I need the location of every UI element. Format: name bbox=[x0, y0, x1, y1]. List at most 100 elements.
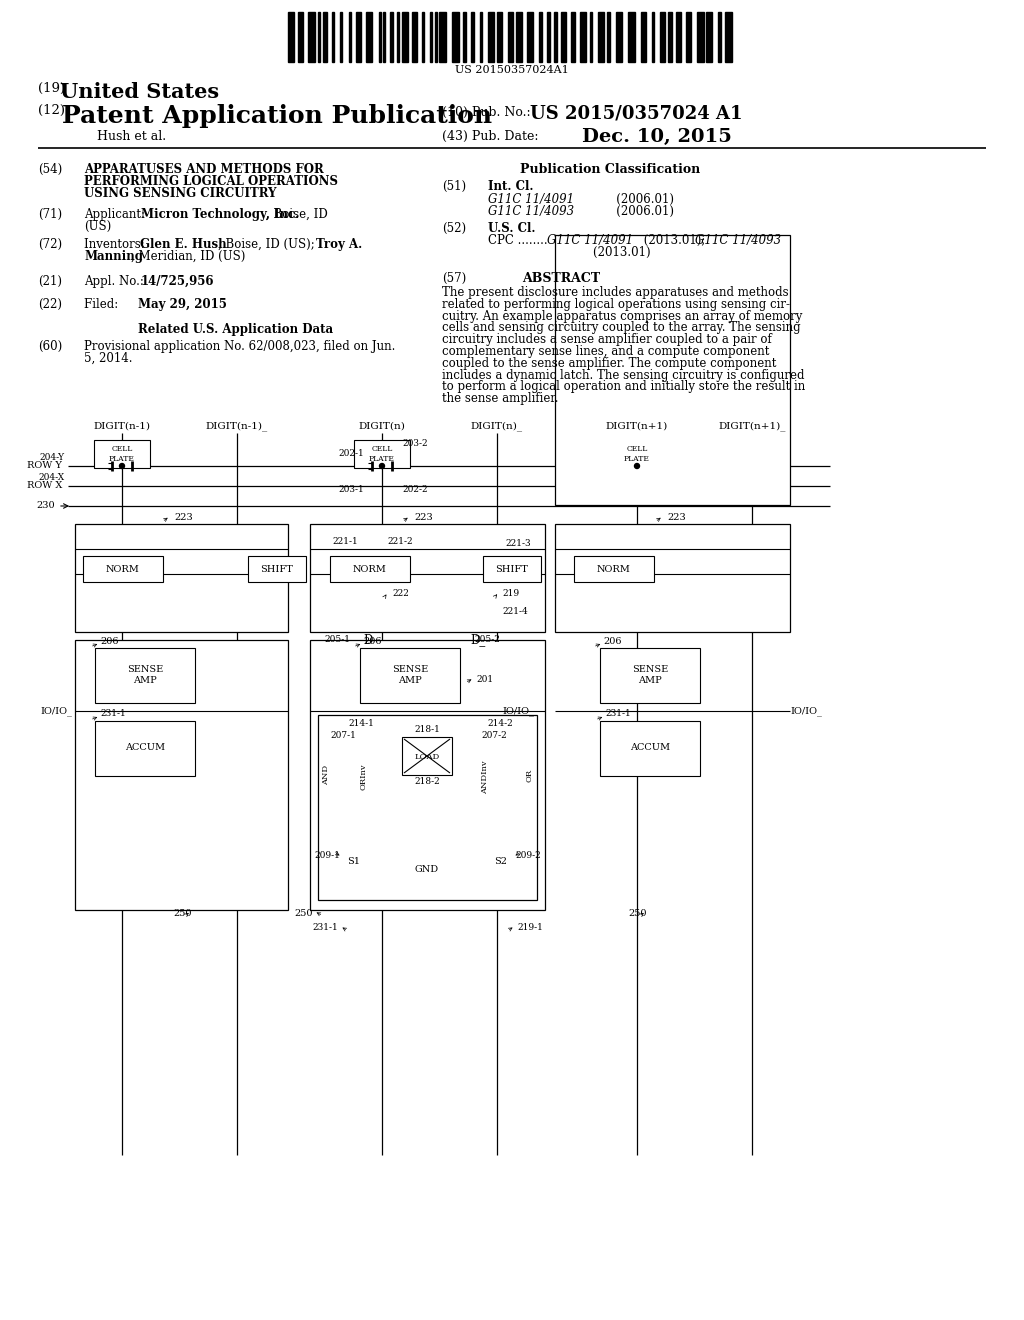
Text: CELL
PLATE: CELL PLATE bbox=[110, 445, 135, 462]
Text: 219-1: 219-1 bbox=[517, 924, 543, 932]
Text: 203-1: 203-1 bbox=[338, 486, 364, 495]
Bar bbox=[598, 12, 603, 62]
Text: 222: 222 bbox=[392, 590, 409, 598]
Text: , Boise, ID: , Boise, ID bbox=[266, 209, 328, 220]
Bar bbox=[718, 12, 721, 62]
Bar bbox=[555, 235, 790, 506]
Text: (72): (72) bbox=[38, 238, 62, 251]
Text: (43) Pub. Date:: (43) Pub. Date: bbox=[442, 129, 539, 143]
Text: 204-Y: 204-Y bbox=[40, 453, 65, 462]
Bar bbox=[697, 12, 703, 62]
Text: 206: 206 bbox=[362, 636, 382, 645]
Text: 223: 223 bbox=[414, 513, 433, 523]
Text: (2006.01): (2006.01) bbox=[590, 205, 674, 218]
Text: D_: D_ bbox=[470, 634, 485, 647]
Text: DIGIT(n): DIGIT(n) bbox=[358, 421, 406, 430]
Bar bbox=[480, 12, 482, 62]
Text: Inventors:: Inventors: bbox=[84, 238, 148, 251]
Text: 223: 223 bbox=[667, 513, 686, 523]
Bar bbox=[453, 12, 459, 62]
Text: CELL
PLATE: CELL PLATE bbox=[624, 445, 650, 462]
Text: related to performing logical operations using sensing cir-: related to performing logical operations… bbox=[442, 298, 790, 310]
Text: 204-X: 204-X bbox=[39, 473, 65, 482]
Text: 221-2: 221-2 bbox=[387, 537, 413, 546]
Text: 223: 223 bbox=[174, 513, 193, 523]
Text: SHIFT: SHIFT bbox=[496, 565, 528, 573]
Text: 205-2: 205-2 bbox=[474, 635, 500, 644]
Text: (71): (71) bbox=[38, 209, 62, 220]
Bar bbox=[390, 12, 392, 62]
Bar bbox=[463, 12, 466, 62]
Bar bbox=[75, 524, 288, 632]
Bar bbox=[366, 12, 373, 62]
Text: 221-4: 221-4 bbox=[502, 607, 527, 616]
Text: 218-2: 218-2 bbox=[414, 777, 440, 787]
Text: coupled to the sense amplifier. The compute component: coupled to the sense amplifier. The comp… bbox=[442, 356, 776, 370]
Bar bbox=[616, 12, 622, 62]
Bar bbox=[310, 640, 545, 909]
Text: DIGIT(n-1): DIGIT(n-1) bbox=[93, 421, 151, 430]
Text: Dec. 10, 2015: Dec. 10, 2015 bbox=[582, 128, 732, 147]
Text: (12): (12) bbox=[38, 104, 65, 117]
Text: U.S. Cl.: U.S. Cl. bbox=[488, 222, 536, 235]
Text: 231-1: 231-1 bbox=[605, 710, 631, 718]
Text: includes a dynamic latch. The sensing circuitry is configured: includes a dynamic latch. The sensing ci… bbox=[442, 368, 805, 381]
Text: IO/IO_: IO/IO_ bbox=[40, 706, 72, 715]
Text: ANDInv: ANDInv bbox=[481, 760, 489, 793]
Text: US 2015/0357024 A1: US 2015/0357024 A1 bbox=[530, 104, 742, 121]
Text: May 29, 2015: May 29, 2015 bbox=[138, 298, 227, 312]
Text: cells and sensing circuitry coupled to the array. The sensing: cells and sensing circuitry coupled to t… bbox=[442, 321, 801, 334]
Text: (2013.01);: (2013.01); bbox=[640, 234, 710, 247]
Bar bbox=[396, 12, 399, 62]
Bar bbox=[471, 12, 473, 62]
Bar bbox=[574, 556, 654, 582]
Bar bbox=[402, 737, 452, 775]
Bar bbox=[706, 12, 713, 62]
Text: AND: AND bbox=[322, 764, 330, 785]
Text: CPC ........: CPC ........ bbox=[488, 234, 551, 247]
Text: 219: 219 bbox=[502, 590, 519, 598]
Bar bbox=[332, 12, 334, 62]
Text: 206: 206 bbox=[100, 636, 119, 645]
Bar bbox=[539, 12, 542, 62]
Text: circuitry includes a sense amplifier coupled to a pair of: circuitry includes a sense amplifier cou… bbox=[442, 333, 772, 346]
Text: (22): (22) bbox=[38, 298, 62, 312]
Bar bbox=[600, 648, 700, 704]
Text: 250: 250 bbox=[173, 908, 193, 917]
Text: 250: 250 bbox=[629, 908, 647, 917]
Text: United States: United States bbox=[60, 82, 219, 102]
Bar bbox=[555, 524, 790, 632]
Text: 214-1: 214-1 bbox=[348, 718, 374, 727]
Text: 206: 206 bbox=[603, 636, 622, 645]
Text: ROW Y: ROW Y bbox=[27, 462, 62, 470]
Bar bbox=[288, 12, 294, 62]
Bar bbox=[570, 12, 574, 62]
Text: 207-1: 207-1 bbox=[330, 730, 356, 739]
Bar bbox=[430, 12, 432, 62]
Bar bbox=[609, 440, 665, 469]
Text: DIGIT(n-1)_: DIGIT(n-1)_ bbox=[206, 421, 268, 430]
Bar bbox=[95, 648, 195, 704]
Circle shape bbox=[635, 463, 640, 469]
Text: 207-2: 207-2 bbox=[481, 730, 507, 739]
Text: ACCUM: ACCUM bbox=[125, 743, 165, 752]
Bar bbox=[641, 12, 646, 62]
Bar bbox=[317, 12, 319, 62]
Text: US 20150357024A1: US 20150357024A1 bbox=[455, 65, 569, 75]
Bar bbox=[318, 715, 537, 900]
Text: The present disclosure includes apparatuses and methods: The present disclosure includes apparatu… bbox=[442, 286, 788, 300]
Bar bbox=[324, 12, 328, 62]
Text: Micron Technology, Inc.: Micron Technology, Inc. bbox=[141, 209, 299, 220]
Text: ORInv: ORInv bbox=[360, 764, 368, 791]
Text: Manning: Manning bbox=[84, 249, 143, 263]
Text: (10) Pub. No.:: (10) Pub. No.: bbox=[442, 106, 530, 119]
Bar bbox=[75, 640, 288, 909]
Text: Publication Classification: Publication Classification bbox=[520, 162, 700, 176]
Text: Troy A.: Troy A. bbox=[316, 238, 362, 251]
Text: Int. Cl.: Int. Cl. bbox=[488, 180, 534, 193]
Bar bbox=[435, 12, 437, 62]
Bar bbox=[497, 12, 503, 62]
Bar bbox=[660, 12, 666, 62]
Text: NORM: NORM bbox=[106, 565, 140, 573]
Text: ACCUM: ACCUM bbox=[630, 743, 670, 752]
